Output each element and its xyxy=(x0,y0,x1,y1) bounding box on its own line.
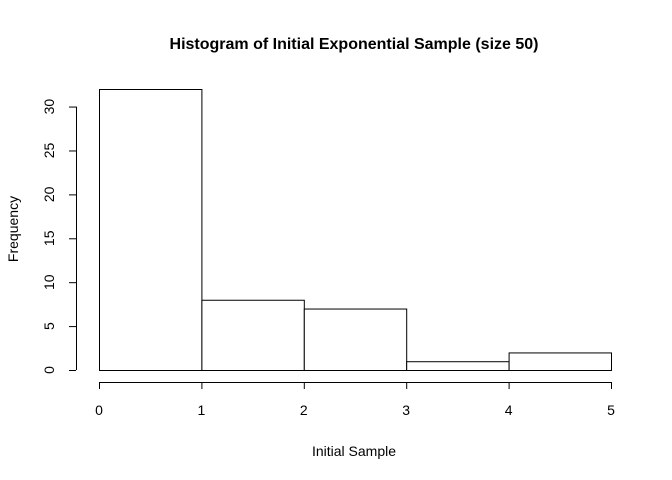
histogram-bar xyxy=(508,352,613,371)
histogram-bar xyxy=(406,361,510,371)
x-tick-label: 3 xyxy=(402,402,410,418)
chart-title: Histogram of Initial Exponential Sample … xyxy=(170,36,539,53)
x-tick-label: 0 xyxy=(95,402,103,418)
histogram-bar xyxy=(303,308,408,371)
x-tick-label: 4 xyxy=(505,402,513,418)
y-tick-label: 10 xyxy=(41,274,57,290)
x-tick-label: 1 xyxy=(198,402,206,418)
y-tick-label: 5 xyxy=(41,322,57,330)
y-axis-label: Frequency xyxy=(5,196,21,262)
histogram-bar xyxy=(99,89,203,371)
histogram-bar xyxy=(201,299,305,371)
x-tick-label: 5 xyxy=(607,402,615,418)
y-axis: 0 5 10 15 20 25 30 xyxy=(41,99,77,374)
bars-group xyxy=(99,89,613,371)
y-tick-label: 20 xyxy=(41,186,57,202)
y-tick-label: 15 xyxy=(41,230,57,246)
x-axis: 0 1 2 3 4 5 xyxy=(95,382,615,418)
x-axis-label: Initial Sample xyxy=(312,443,396,459)
x-tick-label: 2 xyxy=(300,402,308,418)
y-tick-label: 30 xyxy=(41,99,57,115)
y-tick-label: 25 xyxy=(41,142,57,158)
y-tick-label: 0 xyxy=(41,366,57,374)
